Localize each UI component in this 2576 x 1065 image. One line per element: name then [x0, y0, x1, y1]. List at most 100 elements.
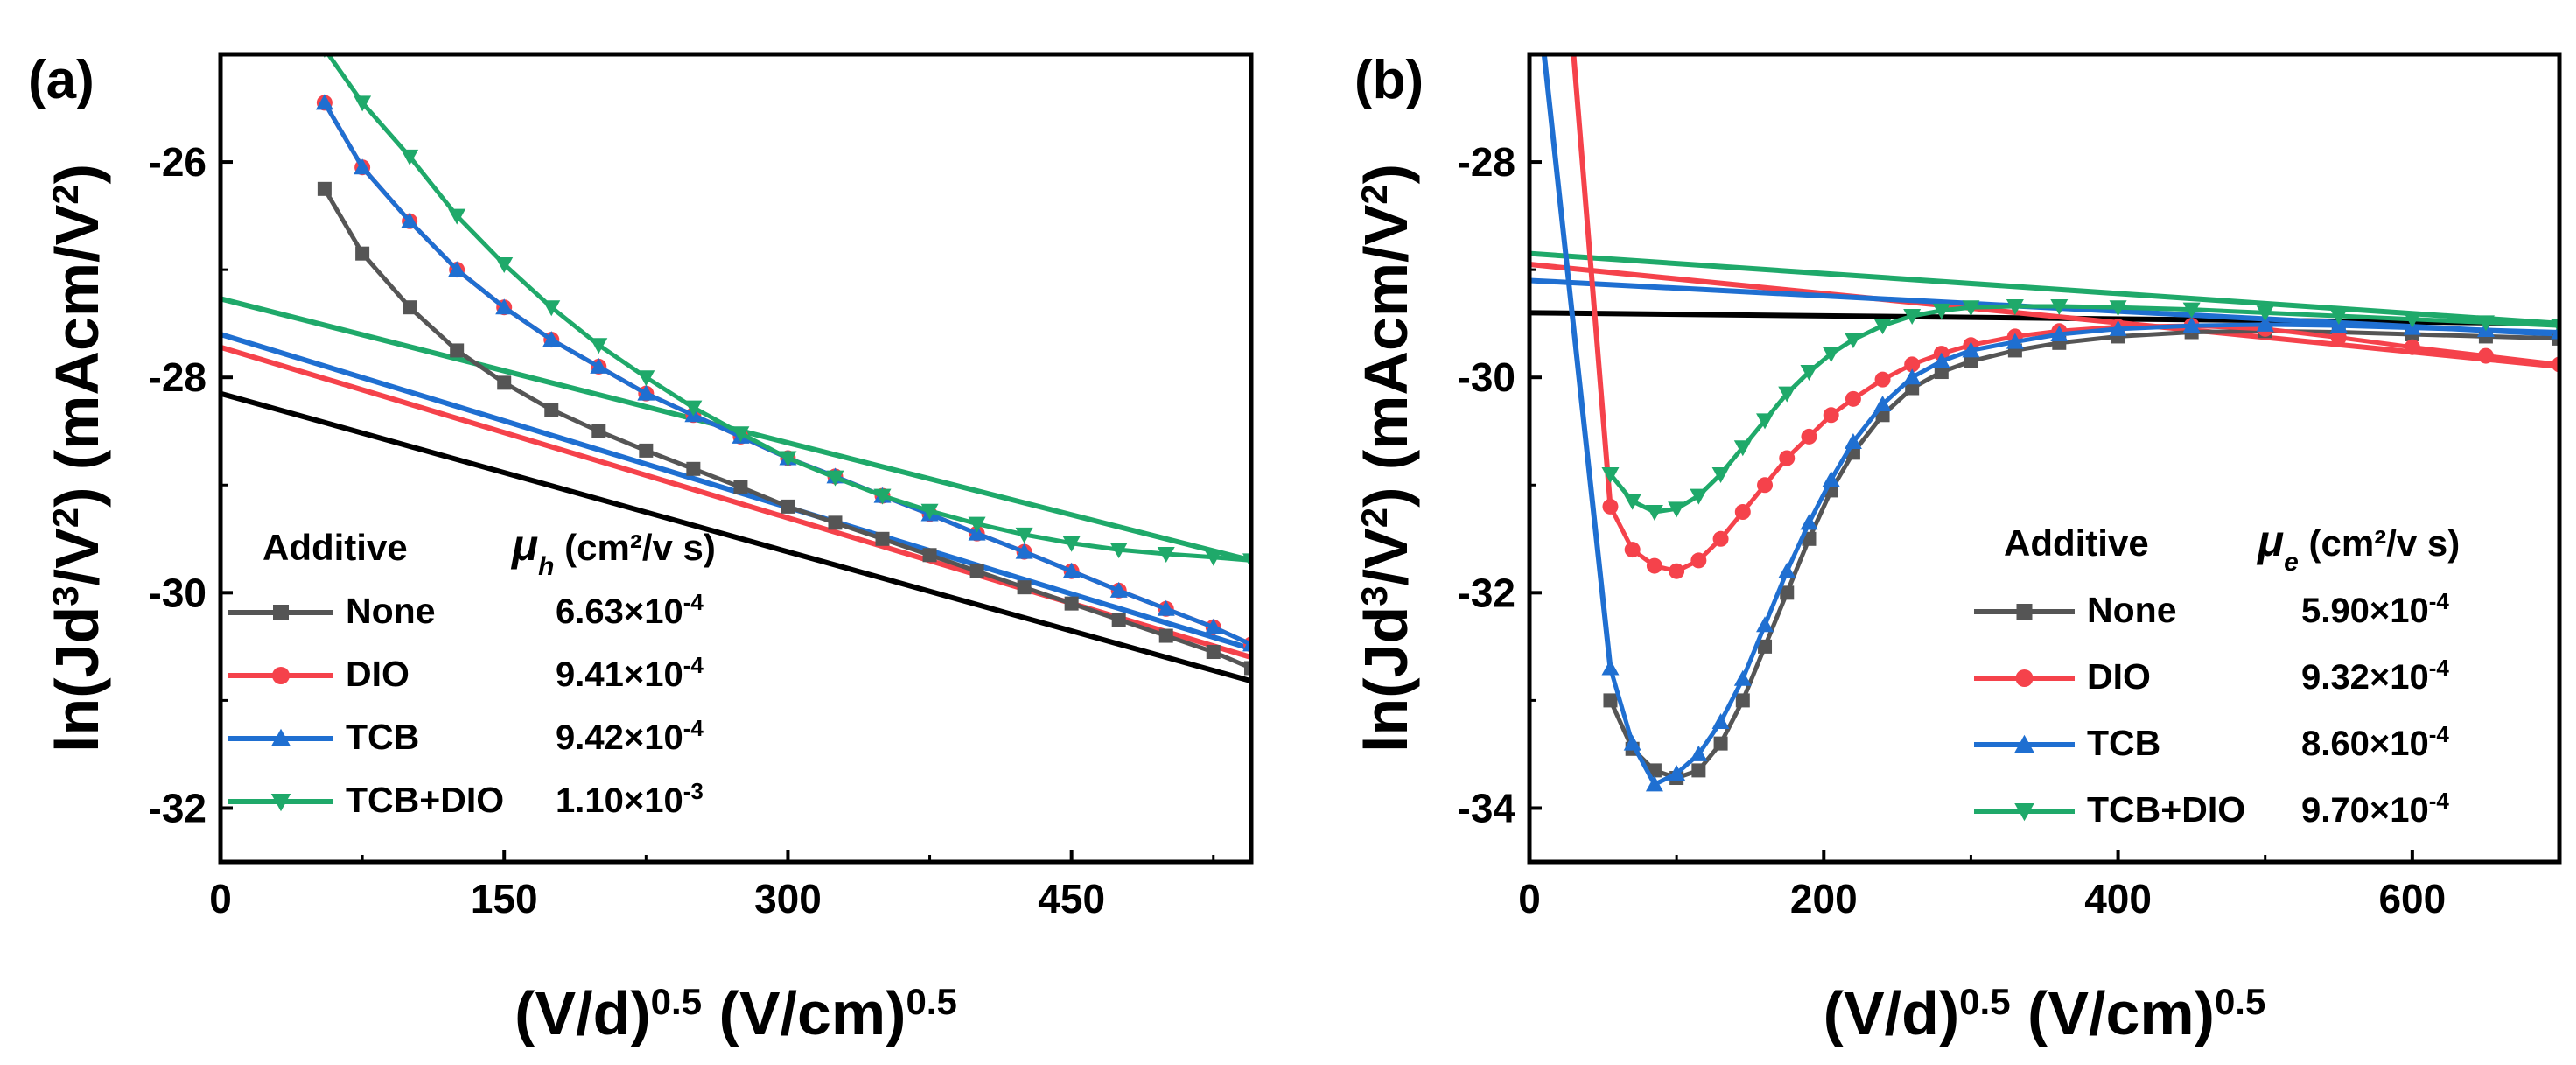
data-point-tcb	[1932, 352, 1950, 368]
data-point-dio	[1624, 542, 1641, 558]
data-point-tcb-dio	[2050, 298, 2068, 315]
legend-value-exponent: -4	[2429, 655, 2450, 681]
y-label-superscript: 2	[1354, 184, 1395, 204]
legend-value-exponent: -4	[683, 715, 704, 741]
data-point-tcb	[968, 524, 986, 541]
y-label-superscript: 2	[45, 508, 86, 528]
y-label-part: /V	[1352, 528, 1420, 585]
data-point-tcb-dio	[2329, 309, 2348, 326]
data-point-none	[592, 424, 606, 438]
data-point-tcb	[2109, 319, 2127, 336]
y-label-part: )	[43, 164, 111, 184]
data-point-tcb-dio	[732, 426, 750, 443]
legend-label-tcb: TCB	[346, 717, 419, 757]
legend-label-dio: DIO	[346, 654, 410, 694]
data-point-tcb-dio	[590, 338, 608, 354]
data-point-tcb	[1690, 745, 1708, 761]
x-label-part: (V/cm)	[2011, 979, 2215, 1047]
plot-area	[220, 54, 1251, 684]
data-point-tcb	[401, 212, 419, 228]
y-label-part: )	[1352, 164, 1420, 184]
legend-value-tcb-dio: 1.10×10-3	[556, 778, 704, 820]
data-point-tcb-dio	[1844, 333, 1862, 349]
data-point-none	[1758, 639, 1773, 654]
data-point-none	[733, 480, 748, 494]
data-point-none	[317, 181, 332, 196]
y-axis-label: ln(Jd3/V2) (mAcm/V2)	[43, 164, 111, 753]
data-point-tcb	[542, 331, 561, 347]
data-point-none	[497, 375, 512, 390]
legend-marker-tcb	[270, 728, 291, 746]
data-point-tcb	[1873, 395, 1892, 411]
legend-value-mantissa: 9.32×10	[2301, 658, 2429, 697]
x-label-part: (V/cm)	[702, 979, 906, 1047]
data-point-tcb	[354, 158, 372, 175]
data-point-none	[1017, 580, 1032, 595]
x-axis-label: (V/d)0.5 (V/cm)0.5	[1824, 979, 2266, 1047]
y-label-part: ) (mAcm/V	[1352, 204, 1420, 507]
data-point-dio	[1669, 563, 1685, 579]
data-point-dio	[1712, 530, 1729, 547]
y-tick-label: -32	[149, 785, 206, 830]
legend-value-exponent: -4	[2429, 721, 2450, 747]
data-point-tcb	[315, 94, 333, 110]
data-point-tcb-dio	[495, 256, 514, 273]
x-tick-label: 0	[1518, 876, 1541, 921]
legend-value-exponent: -3	[683, 778, 704, 804]
legend-header-mobility: μh (cm²/v s)	[510, 521, 716, 581]
legend-value-mantissa: 1.10×10	[556, 781, 683, 820]
data-point-tcb	[1668, 765, 1686, 781]
legend-value-exponent: -4	[2429, 788, 2450, 814]
data-point-tcb-dio	[1668, 501, 1686, 518]
chart-panel-a: 0 150 300 450-26-28-30-32(a)(V/d)0.5 (V/cm)…	[28, 50, 1254, 1047]
legend-label-tcb-dio: TCB+DIO	[346, 780, 504, 820]
data-point-tcb	[1062, 562, 1081, 578]
data-point-tcb-dio	[2476, 315, 2495, 332]
data-point-tcb	[1645, 775, 1663, 792]
x-axis-label: (V/d)0.5 (V/cm)0.5	[514, 979, 957, 1047]
data-point-none	[875, 531, 890, 546]
data-point-tcb	[1778, 562, 1796, 578]
data-point-none	[686, 461, 701, 476]
panel-label: (a)	[28, 50, 94, 110]
data-point-none	[1780, 585, 1795, 600]
data-point-dio	[1757, 477, 1774, 494]
x-label-superscript: 0.5	[651, 981, 702, 1022]
data-point-none	[1111, 613, 1126, 627]
data-point-tcb-dio	[542, 300, 561, 317]
data-point-none	[970, 564, 984, 578]
legend-value-dio: 9.32×10-4	[2301, 655, 2449, 697]
x-tick-label: 600	[2378, 876, 2446, 921]
data-point-tcb-dio	[1756, 413, 1774, 430]
data-point-none	[544, 403, 559, 417]
data-point-tcb	[448, 261, 466, 277]
legend-header-additive: Additive	[262, 527, 408, 568]
data-point-none	[1713, 736, 1728, 751]
legend-value-exponent: -4	[683, 652, 704, 678]
chart-panel-b: 0 200 400 600-28-30-32-34(b)(V/d)0.5 (V/cm)…	[1352, 50, 2562, 1047]
data-point-tcb-dio	[448, 208, 466, 225]
drop-line-dio	[1571, 54, 1614, 508]
data-point-none	[1691, 763, 1706, 778]
data-point-tcb-dio	[354, 95, 372, 112]
x-tick-label: 0	[209, 876, 232, 921]
y-label-superscript: 3	[1354, 585, 1395, 606]
legend-label-dio: DIO	[2087, 656, 2151, 697]
legend-label-none: None	[2087, 590, 2177, 630]
data-point-none	[1064, 596, 1079, 611]
data-point-tcb-dio	[1873, 319, 1892, 335]
legend-value-tcb: 8.60×10-4	[2301, 721, 2449, 763]
legend-marker-none	[2016, 604, 2033, 620]
x-label-superscript: 0.5	[1959, 981, 2010, 1022]
data-point-tcb	[1601, 659, 1620, 676]
panel-label: (b)	[1354, 50, 1424, 110]
data-point-tcb	[1756, 616, 1774, 633]
data-point-tcb-dio	[2403, 312, 2421, 328]
y-tick-label: -34	[1458, 785, 1516, 830]
data-point-tcb-dio	[1822, 347, 1840, 363]
data-point-dio	[1646, 557, 1662, 574]
drop-line-tcb	[1541, 54, 1614, 669]
data-point-none	[1158, 628, 1173, 643]
data-point-tcb-dio	[1962, 300, 1980, 317]
